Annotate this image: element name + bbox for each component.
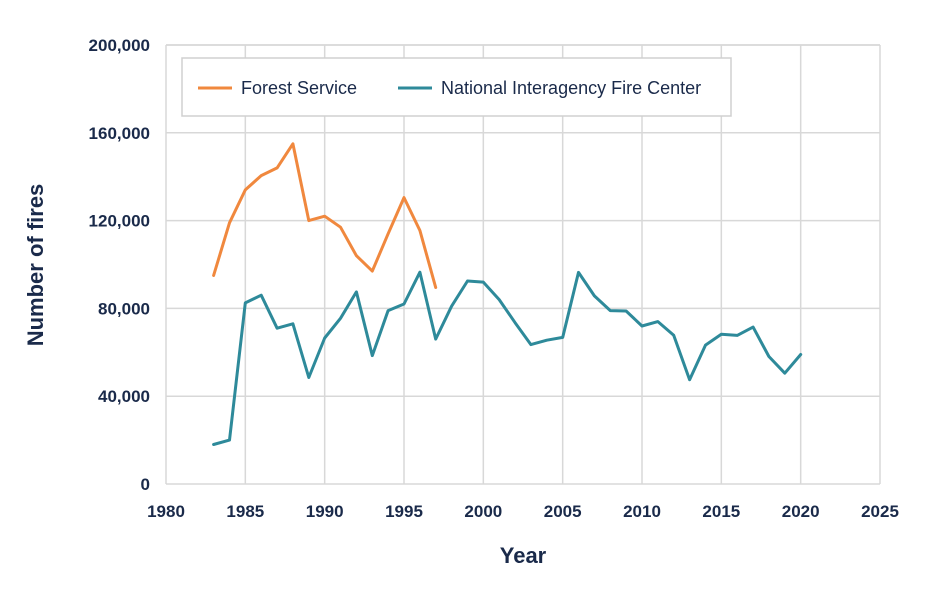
y-tick-label: 80,000 bbox=[98, 299, 150, 318]
x-tick-label: 1990 bbox=[306, 502, 344, 521]
data-point bbox=[275, 326, 279, 330]
data-point bbox=[371, 354, 374, 357]
legend-label-nifc: National Interagency Fire Center bbox=[441, 78, 701, 98]
data-point bbox=[624, 309, 628, 313]
data-point bbox=[244, 188, 247, 192]
data-point bbox=[339, 317, 342, 320]
data-point bbox=[593, 294, 596, 298]
grid bbox=[165, 44, 881, 485]
x-tick-label: 2005 bbox=[544, 502, 582, 521]
data-point bbox=[736, 334, 739, 337]
data-point bbox=[450, 305, 453, 308]
y-tick-label: 160,000 bbox=[89, 124, 150, 143]
y-tick-label: 0 bbox=[141, 475, 150, 494]
data-point bbox=[355, 254, 358, 257]
y-axis-title: Number of fires bbox=[23, 184, 48, 347]
data-point bbox=[672, 333, 675, 337]
data-point bbox=[212, 443, 215, 446]
data-point bbox=[244, 301, 247, 305]
legend-box bbox=[181, 57, 732, 117]
series-line-nifc bbox=[212, 270, 803, 446]
series-layer bbox=[212, 142, 803, 446]
data-point bbox=[386, 309, 390, 312]
data-point bbox=[275, 166, 279, 170]
y-tick-label: 200,000 bbox=[89, 36, 150, 55]
data-point bbox=[434, 337, 437, 341]
data-point bbox=[466, 279, 469, 283]
data-point bbox=[260, 174, 263, 177]
data-point bbox=[704, 343, 707, 347]
data-point bbox=[402, 196, 406, 199]
x-tick-label: 2010 bbox=[623, 502, 661, 521]
data-point bbox=[386, 232, 390, 235]
data-point bbox=[307, 219, 310, 222]
data-point bbox=[355, 290, 358, 294]
x-tick-label: 1985 bbox=[226, 502, 264, 521]
data-point bbox=[799, 353, 802, 356]
data-point bbox=[371, 269, 374, 273]
data-point bbox=[513, 321, 517, 324]
data-point bbox=[323, 336, 326, 340]
data-point bbox=[323, 215, 326, 218]
x-tick-label: 2000 bbox=[464, 502, 502, 521]
data-point bbox=[228, 438, 231, 442]
data-point bbox=[418, 270, 422, 274]
data-point bbox=[434, 286, 437, 289]
data-point bbox=[640, 324, 644, 328]
legend: Forest Service National Interagency Fire… bbox=[181, 57, 732, 117]
legend-label-forest-service: Forest Service bbox=[241, 78, 357, 98]
data-point bbox=[498, 298, 501, 301]
data-point bbox=[751, 325, 755, 329]
data-point bbox=[561, 336, 564, 339]
data-point bbox=[260, 294, 263, 297]
y-tick-label: 120,000 bbox=[89, 212, 150, 231]
data-point bbox=[212, 274, 215, 277]
data-point bbox=[291, 142, 295, 145]
x-axis-ticks: 1980 1985 1990 1995 2000 2005 2010 2015 2020 2025 bbox=[147, 502, 899, 521]
x-tick-label: 2015 bbox=[702, 502, 740, 521]
x-tick-label: 2025 bbox=[861, 502, 899, 521]
data-point bbox=[609, 309, 612, 312]
data-point bbox=[529, 343, 533, 346]
x-tick-label: 1995 bbox=[385, 502, 423, 521]
data-point bbox=[783, 371, 786, 375]
data-point bbox=[402, 302, 406, 306]
data-point bbox=[656, 320, 660, 323]
y-tick-label: 40,000 bbox=[98, 387, 150, 406]
data-point bbox=[307, 376, 310, 379]
data-point bbox=[577, 271, 580, 274]
y-axis-ticks: 0 40,000 80,000 120,000 160,000 200,000 bbox=[89, 36, 150, 494]
data-point bbox=[418, 229, 422, 232]
data-point bbox=[720, 333, 723, 336]
x-tick-label: 2020 bbox=[782, 502, 820, 521]
data-point bbox=[482, 280, 485, 284]
x-tick-label: 1980 bbox=[147, 502, 185, 521]
data-point bbox=[767, 355, 771, 358]
data-point bbox=[688, 378, 691, 381]
data-point bbox=[545, 339, 548, 342]
data-point bbox=[228, 221, 231, 224]
x-axis-title: Year bbox=[500, 543, 547, 568]
data-point bbox=[291, 322, 295, 325]
data-point bbox=[339, 225, 342, 229]
